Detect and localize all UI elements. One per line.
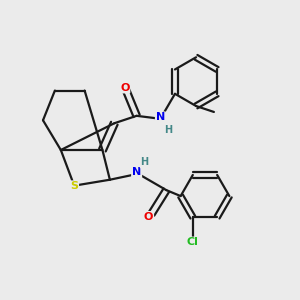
Text: O: O (120, 82, 129, 93)
Text: O: O (144, 212, 153, 222)
Text: N: N (156, 112, 165, 122)
Text: S: S (70, 181, 78, 191)
Text: N: N (132, 167, 141, 177)
Text: H: H (164, 125, 172, 135)
Text: Cl: Cl (187, 237, 199, 248)
Text: H: H (141, 158, 149, 167)
